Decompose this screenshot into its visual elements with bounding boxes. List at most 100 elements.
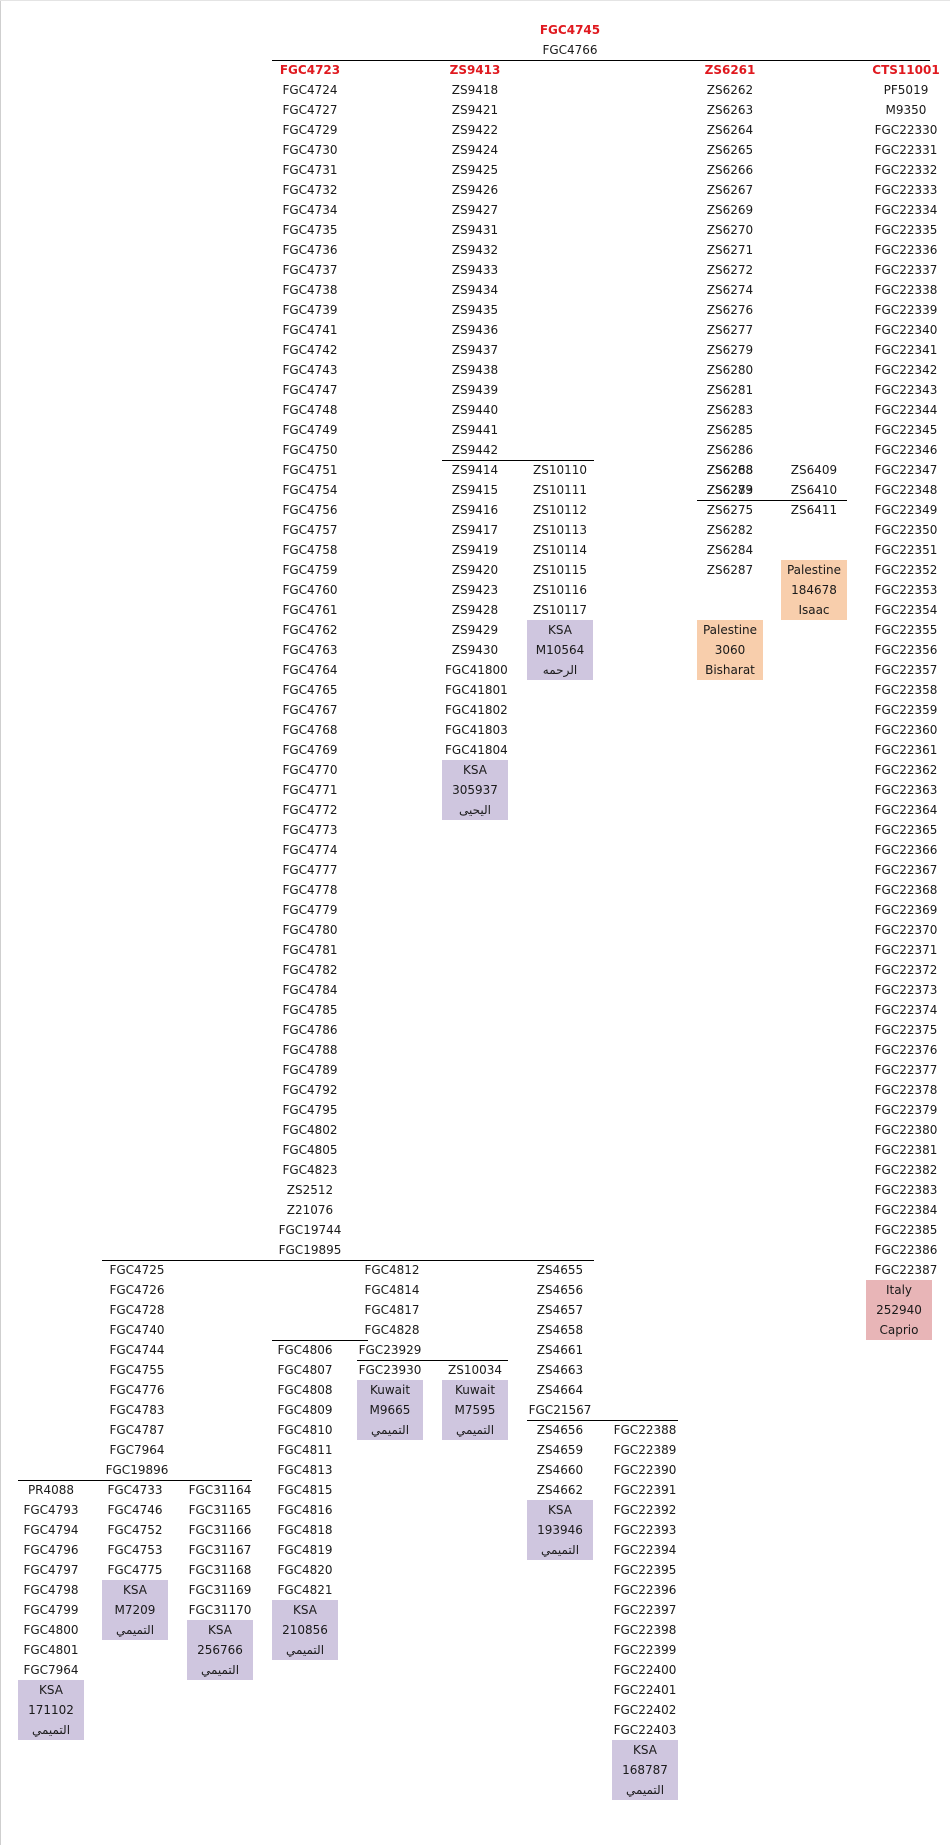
- snp-label: ZS9426: [451, 183, 499, 197]
- snp-label: FGC4814: [364, 1283, 420, 1297]
- snp-label: ZS6281: [706, 383, 754, 397]
- snp-label: ZS9437: [451, 343, 499, 357]
- snp-label: ZS6410: [790, 483, 838, 497]
- snp-label: FGC4780: [282, 923, 338, 937]
- snp-label: ZS9415: [451, 483, 499, 497]
- snp-label: FGC4750: [282, 443, 338, 457]
- snp-label: FGC22365: [874, 823, 938, 837]
- snp-label: FGC31169: [188, 1583, 252, 1597]
- snp-label: FGC22378: [874, 1083, 938, 1097]
- line-fgc4812-split: [272, 1340, 368, 1341]
- sample-country: Palestine: [702, 623, 758, 637]
- snp-label: ZS9425: [451, 163, 499, 177]
- branch-head-snp: FGC4723: [279, 63, 341, 77]
- branch-zs6409: ZS6409 ZS6410 ZS6411: [781, 460, 847, 520]
- snp-label: FGC22373: [874, 983, 938, 997]
- snp-label: FGC4767: [282, 703, 338, 717]
- snp-label: FGC22385: [874, 1223, 938, 1237]
- snp-label: ZS4660: [536, 1463, 584, 1477]
- sample-surname: التميمي: [625, 1783, 665, 1797]
- snp-label: ZS10112: [532, 503, 587, 517]
- snp-label: FGC22364: [874, 803, 938, 817]
- snp-label: FGC4787: [109, 1423, 165, 1437]
- snp-label: ZS6289: [706, 483, 754, 497]
- snp-label: FGC4775: [107, 1563, 163, 1577]
- snp-label: ZS6274: [706, 283, 754, 297]
- snp-label: FGC4812: [364, 1263, 420, 1277]
- snp-label: FGC22343: [874, 383, 938, 397]
- snp-label: FGC22334: [874, 203, 938, 217]
- snp-label: FGC4815: [277, 1483, 333, 1497]
- snp-label: FGC23930: [358, 1363, 422, 1377]
- snp-label: FGC22398: [613, 1623, 677, 1637]
- snp-label: ZS9414: [451, 463, 499, 477]
- sample-surname: اليحيى: [459, 803, 491, 817]
- snp-label: ZS9427: [451, 203, 499, 217]
- snp-label: FGC22331: [874, 143, 938, 157]
- snp-label: FGC22351: [874, 543, 938, 557]
- snp-label: FGC22353: [874, 583, 938, 597]
- snp-label: ZS9429: [451, 623, 499, 637]
- snp-label: FGC22350: [874, 523, 938, 537]
- snp-label: FGC4796: [23, 1543, 79, 1557]
- branch-zs6268: ZS6268 ZS6273 ZS6275 ZS6282 ZS6284 ZS6287: [697, 460, 763, 580]
- snp-label: ZS6283: [706, 403, 754, 417]
- snp-label: FGC4813: [277, 1463, 333, 1477]
- snp-label: ZS9432: [451, 243, 499, 257]
- sample-country: KSA: [463, 763, 487, 777]
- sample-box-palestine-3060: Palestine 3060 Bisharat: [697, 620, 763, 680]
- snp-label: FGC41801: [445, 683, 508, 697]
- snp-label: FGC4737: [282, 263, 338, 277]
- sample-country: Kuwait: [369, 1383, 411, 1397]
- snp-label: FGC4730: [282, 143, 338, 157]
- snp-label: FGC22386: [874, 1243, 938, 1257]
- snp-label: ZS10113: [532, 523, 587, 537]
- snp-label: ZS4657: [536, 1303, 584, 1317]
- snp-label: ZS10110: [532, 463, 587, 477]
- snp-label: FGC4739: [282, 303, 338, 317]
- sample-box-ksa-210856: KSA 210856 التميمي: [272, 1600, 338, 1660]
- snp-label: ZS9417: [451, 523, 499, 537]
- snp-label: FGC4746: [107, 1503, 163, 1517]
- snp-label: FGC4783: [109, 1403, 165, 1417]
- sample-kit-id: M7209: [114, 1603, 156, 1617]
- sample-country: Italy: [885, 1283, 913, 1297]
- snp-label: ZS9435: [451, 303, 499, 317]
- snp-label: FGC22393: [613, 1523, 677, 1537]
- snp-label: FGC4763: [282, 643, 338, 657]
- snp-label: FGC4795: [282, 1103, 338, 1117]
- snp-label: ZS10116: [532, 583, 587, 597]
- snp-label: ZS9433: [451, 263, 499, 277]
- snp-label: FGC22336: [874, 243, 938, 257]
- sample-country: Palestine: [786, 563, 842, 577]
- sample-box-italy-252940: Italy 252940 Caprio: [866, 1280, 932, 1340]
- snp-label: FGC4785: [282, 1003, 338, 1017]
- snp-label: FGC22337: [874, 263, 938, 277]
- snp-label: ZS4661: [536, 1343, 584, 1357]
- sample-country: Kuwait: [454, 1383, 496, 1397]
- snp-label: ZS4664: [536, 1383, 584, 1397]
- snp-label: FGC22368: [874, 883, 938, 897]
- snp-label: FGC22392: [613, 1503, 677, 1517]
- snp-label: ZS4659: [536, 1443, 584, 1457]
- branch-zs6261: ZS6261 ZS6262 ZS6263 ZS6264 ZS6265 ZS6266 ZS62…: [697, 60, 763, 500]
- snp-label: ZS9442: [451, 443, 499, 457]
- snp-label: FGC22377: [874, 1063, 938, 1077]
- snp-label: FGC31166: [188, 1523, 252, 1537]
- snp-label: FGC22341: [874, 343, 938, 357]
- snp-label: ZS9423: [451, 583, 499, 597]
- snp-label: FGC4817: [364, 1303, 420, 1317]
- snp-label: FGC4793: [23, 1503, 79, 1517]
- snp-label: FGC4743: [282, 363, 338, 377]
- line-fgc4725-split: [18, 1480, 252, 1481]
- snp-label: FGC4740: [109, 1323, 165, 1337]
- snp-label: ZS9418: [451, 83, 499, 97]
- snp-label: FGC4738: [282, 283, 338, 297]
- branch-root: FGC4745 FGC4766: [535, 20, 605, 60]
- snp-label: ZS9441: [451, 423, 499, 437]
- snp-label: FGC4802: [282, 1123, 338, 1137]
- snp-label: FGC4728: [109, 1303, 165, 1317]
- snp-label: ZS9430: [451, 643, 499, 657]
- sample-country: KSA: [208, 1623, 232, 1637]
- snp-label: FGC22374: [874, 1003, 938, 1017]
